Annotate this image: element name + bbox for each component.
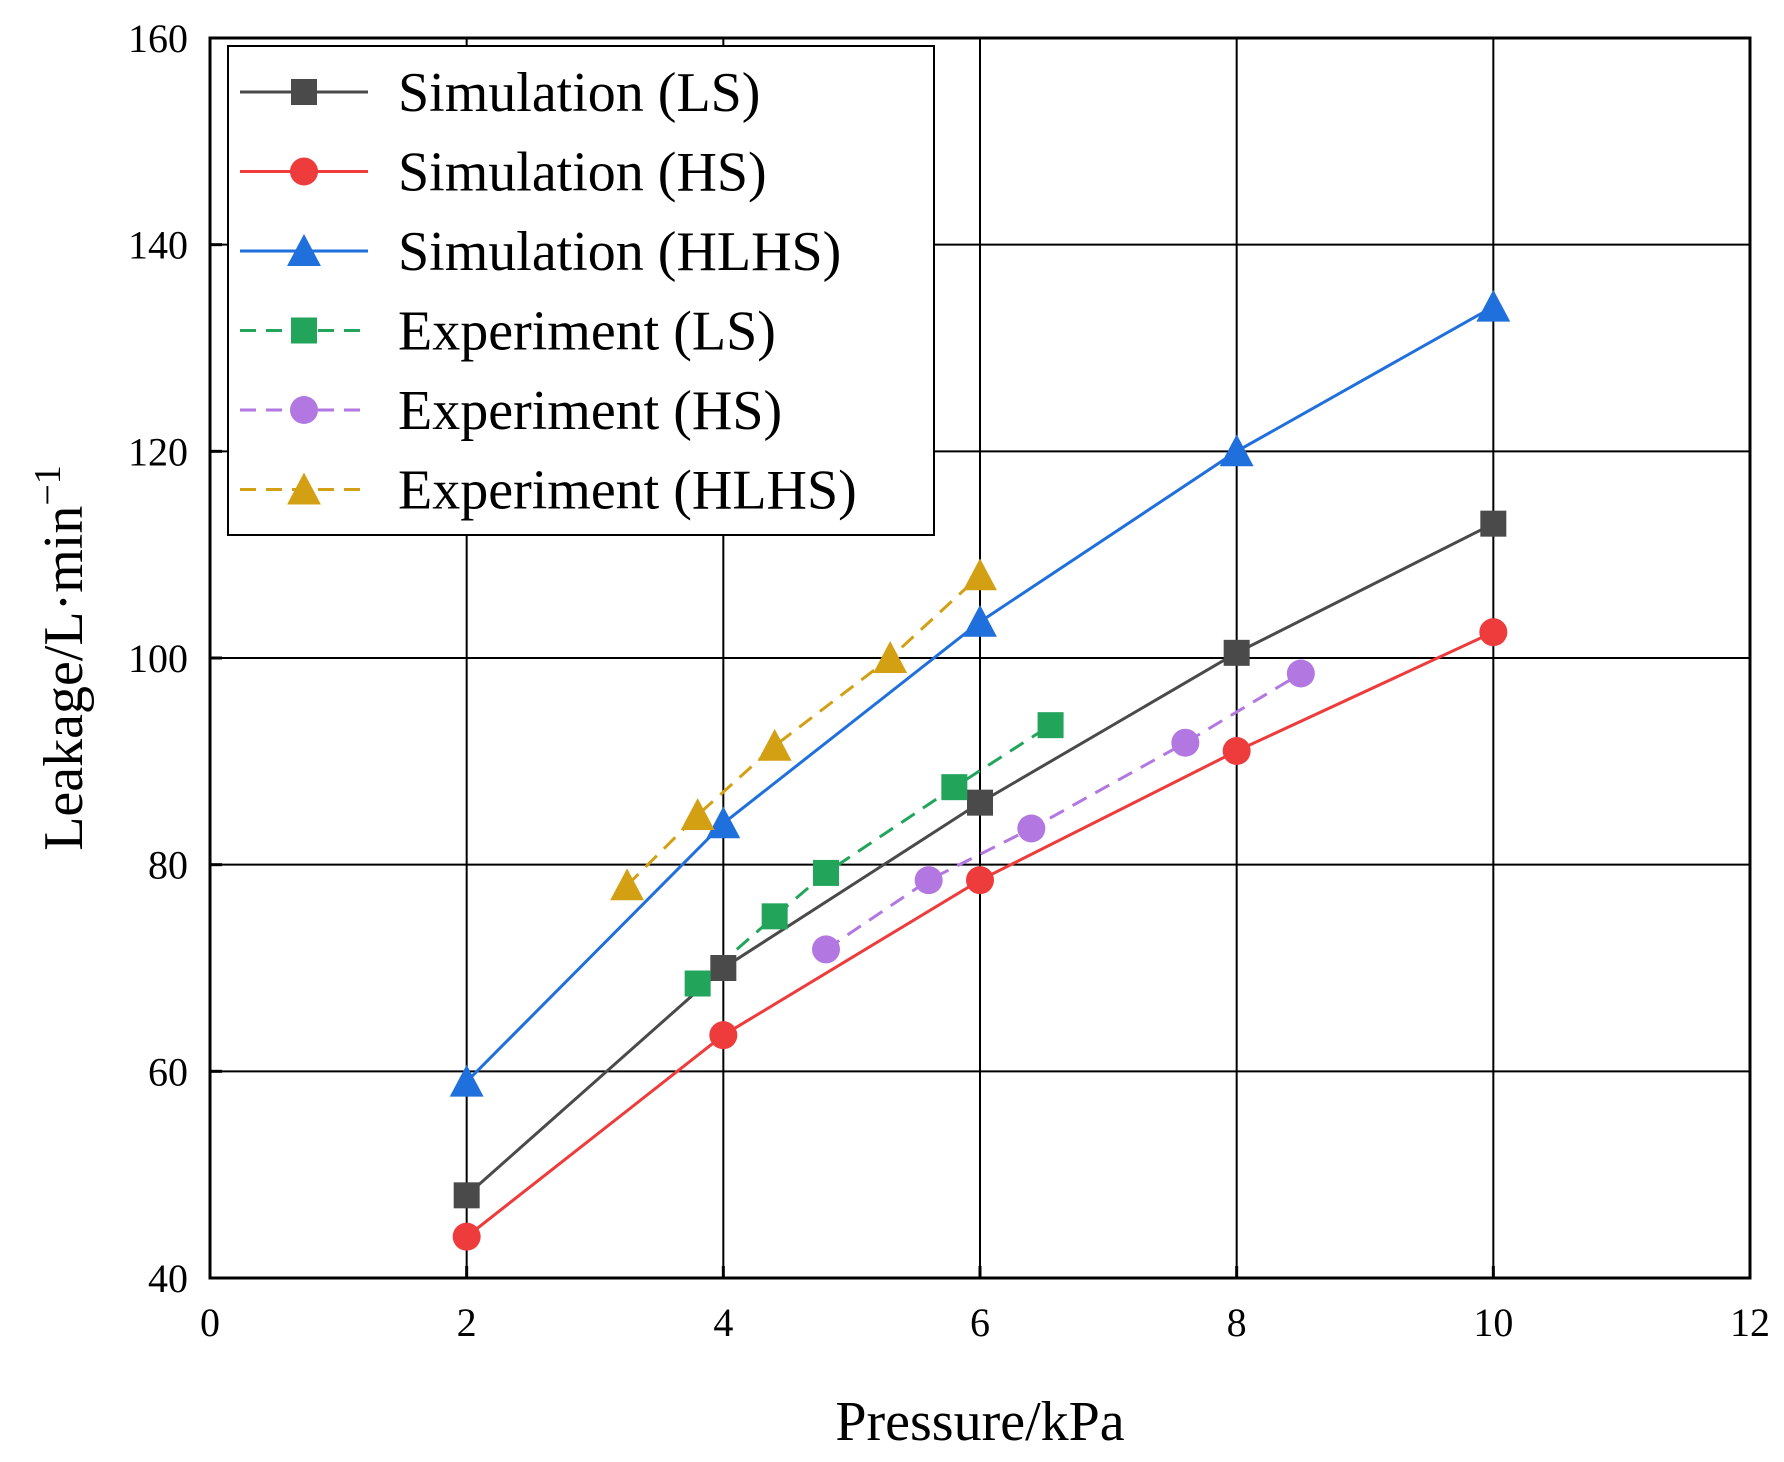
series-markers <box>449 289 1511 1251</box>
series-5-point-4 <box>963 558 997 591</box>
x-tick-label-4: 4 <box>713 1300 733 1345</box>
series-0-point-2 <box>967 789 993 816</box>
y-tick-label-80: 80 <box>148 843 188 888</box>
y-tick-label-140: 140 <box>128 223 188 268</box>
legend-marker-2 <box>287 234 321 266</box>
series-1-point-4 <box>1479 618 1508 647</box>
y-tick-label-160: 160 <box>128 16 188 61</box>
x-tick-label-6: 6 <box>970 1300 990 1345</box>
series-5-point-1 <box>680 798 715 831</box>
y-axis-title-superscript: −1 <box>27 465 69 505</box>
legend-marker-1 <box>290 157 318 186</box>
series-4-point-1 <box>914 866 943 895</box>
legend-label-0: Simulation (LS) <box>398 62 760 124</box>
legend-label-3: Experiment (LS) <box>398 301 776 363</box>
series-1-point-3 <box>1222 737 1251 765</box>
y-tick-label-100: 100 <box>128 636 188 681</box>
series-1-point-1 <box>709 1021 738 1050</box>
y-tick-label-40: 40 <box>148 1256 188 1301</box>
series-2-point-4 <box>1476 289 1511 322</box>
y-tick-label-120: 120 <box>128 429 188 474</box>
series-0-point-1 <box>710 955 737 981</box>
series-5-point-0 <box>610 868 645 901</box>
series-4-point-4 <box>1286 659 1315 688</box>
legend-marker-3 <box>291 317 317 344</box>
series-4-point-0 <box>812 935 840 964</box>
series-5-point-3 <box>873 641 908 673</box>
series-3-point-1 <box>761 903 788 930</box>
series-4-point-2 <box>1017 814 1046 843</box>
x-tick-label-0: 0 <box>200 1300 220 1345</box>
series-3-point-2 <box>813 859 839 886</box>
series-2-point-1 <box>706 806 741 839</box>
legend-marker-4 <box>290 396 318 424</box>
x-axis-title: Pressure/kPa <box>835 1391 1124 1453</box>
legend: Simulation (LS) Simulation (HS) Simulation… <box>227 45 935 536</box>
tick-labels: 0 2 4 6 8 10 12 40 60 80 100 120 140 160 <box>128 16 1770 1345</box>
axis-ticks <box>208 36 1752 1280</box>
series-2-point-3 <box>1219 434 1254 467</box>
legend-label-2: Simulation (HLHS) <box>398 221 841 283</box>
x-tick-label-8: 8 <box>1227 1300 1247 1345</box>
series-1-point-2 <box>966 866 994 895</box>
x-tick-label-10: 10 <box>1473 1300 1513 1345</box>
series-1-point-0 <box>452 1222 481 1251</box>
legend-box <box>227 45 935 536</box>
y-tick-label-60: 60 <box>148 1049 188 1094</box>
series-3-point-0 <box>684 970 711 997</box>
series-3-point-4 <box>1037 712 1064 739</box>
legend-label-4: Experiment (HS) <box>398 380 782 442</box>
series-5-point-2 <box>757 728 792 761</box>
x-tick-label-2: 2 <box>457 1300 477 1345</box>
series-0-point-4 <box>1480 510 1507 537</box>
legend-marker-0 <box>291 79 317 105</box>
x-tick-label-12: 12 <box>1730 1300 1770 1345</box>
series-2-point-2 <box>963 604 997 637</box>
series-4-point-3 <box>1171 728 1200 757</box>
y-axis-title: Leakage/L·min−1 <box>27 465 95 851</box>
legend-label-5: Experiment (HLHS) <box>398 460 857 522</box>
legend-marker-5 <box>287 472 321 505</box>
y-axis-title-main: Leakage/L·min <box>33 506 95 851</box>
series-0-point-3 <box>1223 639 1250 666</box>
legend-label-1: Simulation (HS) <box>398 142 767 204</box>
series-2-point-0 <box>449 1064 484 1097</box>
series-line-5 <box>626 574 982 887</box>
series-0-point-0 <box>453 1182 480 1209</box>
series-3-point-3 <box>941 774 968 801</box>
